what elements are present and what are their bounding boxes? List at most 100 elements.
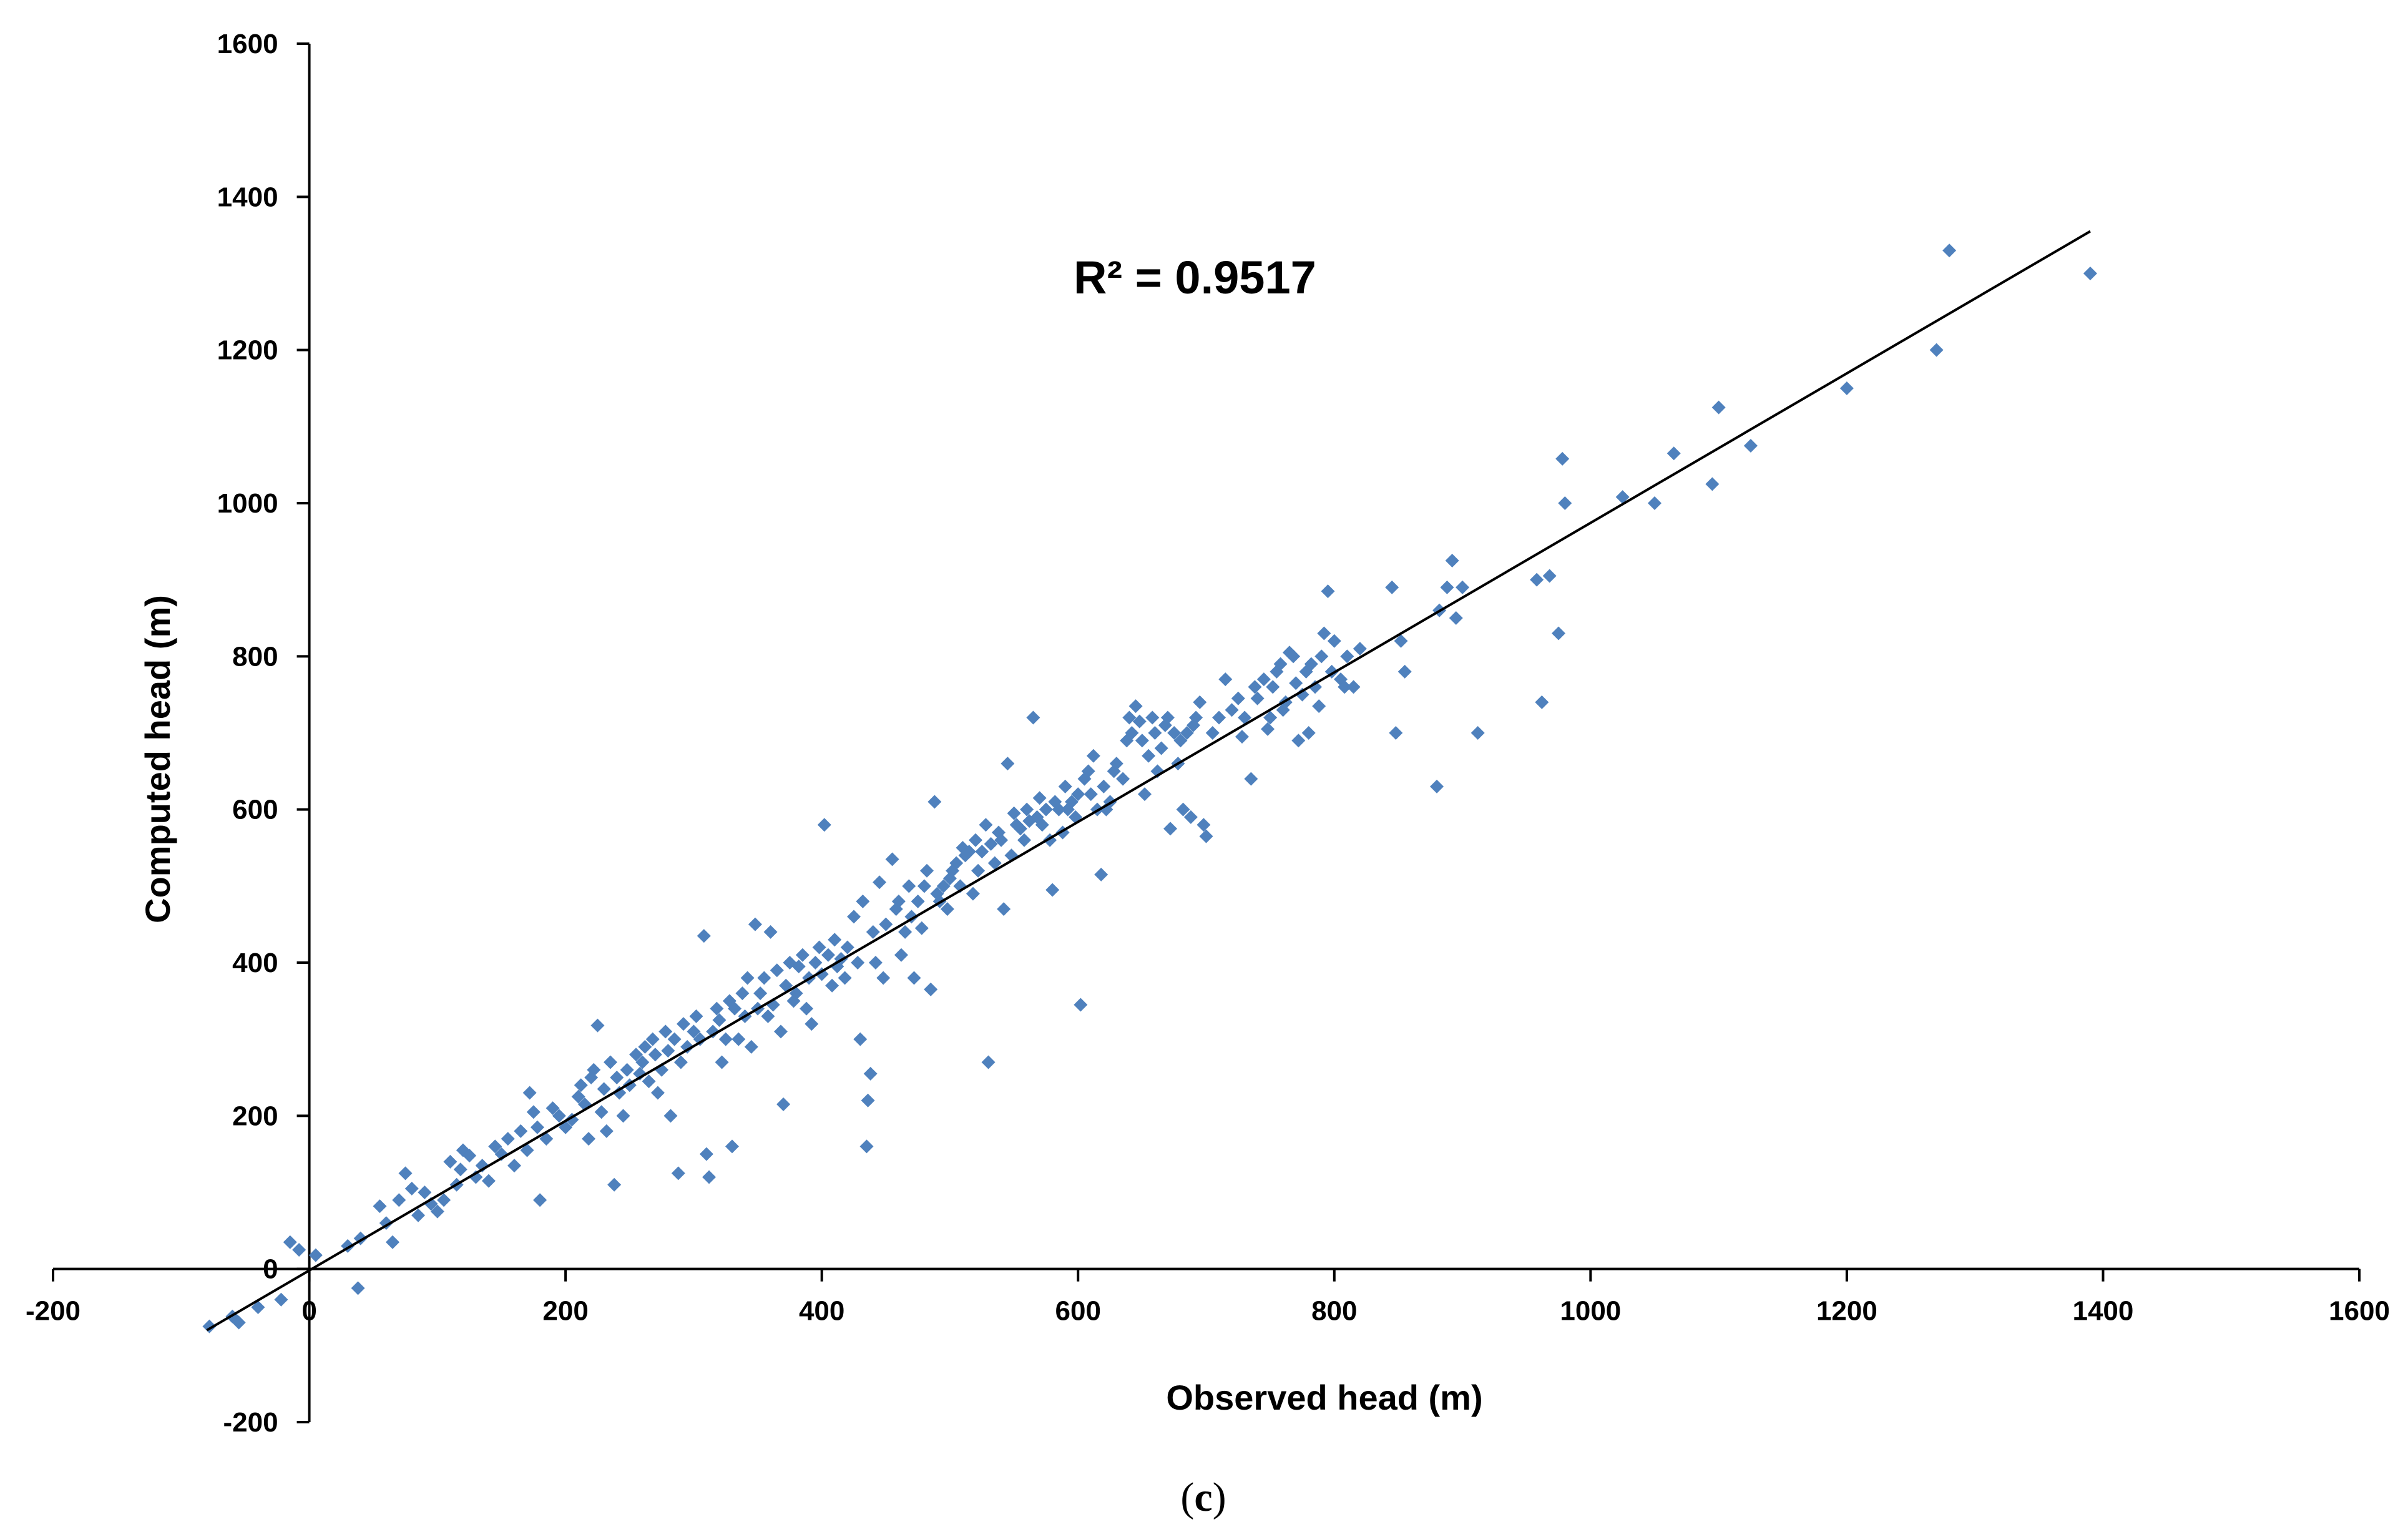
data-point — [1286, 649, 1301, 664]
data-point — [969, 833, 982, 847]
data-point — [1266, 680, 1280, 694]
data-point — [430, 1204, 444, 1219]
y-tick-label: 600 — [232, 795, 278, 825]
data-point — [1205, 726, 1220, 740]
data-point — [1122, 710, 1137, 725]
data-point — [1244, 772, 1258, 786]
data-point — [1218, 672, 1233, 687]
x-tick-label: 1400 — [2072, 1296, 2133, 1327]
x-tick-label: 1000 — [1560, 1296, 1621, 1327]
data-point — [1353, 642, 1367, 656]
data-point — [949, 856, 964, 870]
data-point — [1295, 687, 1309, 702]
data-point — [898, 925, 913, 939]
data-point — [825, 978, 839, 993]
data-point — [699, 1147, 713, 1161]
data-point — [840, 940, 854, 955]
y-tick-labels: -200 0 200 400 600 800 1000 1200 1400 1600 — [217, 29, 278, 1438]
data-point — [1449, 611, 1463, 625]
data-point — [1530, 572, 1544, 587]
data-point — [1340, 649, 1354, 664]
data-point — [463, 1149, 477, 1163]
data-point — [610, 1071, 624, 1084]
data-point — [718, 1032, 733, 1046]
data-point — [689, 1009, 703, 1023]
data-point — [1180, 726, 1194, 740]
data-point — [1084, 787, 1098, 802]
data-point — [1235, 730, 1249, 744]
data-point — [838, 971, 852, 985]
data-point — [1558, 496, 1572, 510]
data-point — [732, 1032, 746, 1046]
x-tick-label: 600 — [1055, 1296, 1101, 1327]
data-point — [507, 1159, 521, 1173]
trendline-group — [206, 230, 2091, 1332]
data-point — [638, 1039, 652, 1054]
data-point — [879, 917, 893, 931]
data-point — [1163, 822, 1178, 836]
data-point — [552, 1109, 566, 1123]
data-point — [202, 1319, 217, 1333]
data-point — [351, 1281, 365, 1295]
data-point — [1705, 477, 1720, 491]
data-point — [594, 1105, 609, 1119]
caption-close-paren: ) — [1213, 1475, 1226, 1520]
data-point — [763, 925, 778, 939]
data-point — [1173, 734, 1188, 748]
data-point — [1212, 710, 1226, 725]
data-point — [1045, 883, 1060, 897]
data-point — [1231, 691, 1245, 705]
data-point — [821, 948, 835, 962]
data-point — [481, 1174, 496, 1188]
data-point — [667, 1032, 682, 1046]
data-point — [1142, 749, 1156, 763]
data-point — [795, 948, 810, 962]
data-point — [1389, 726, 1403, 740]
data-point — [1026, 710, 1040, 725]
data-point — [673, 1055, 688, 1069]
data-point — [475, 1159, 489, 1173]
data-point — [984, 837, 998, 851]
data-point — [1321, 584, 1335, 599]
data-point — [392, 1193, 406, 1207]
data-point — [680, 1039, 695, 1054]
data-point — [620, 1063, 634, 1077]
data-point — [1074, 998, 1088, 1012]
data-point — [868, 956, 883, 970]
data-point — [863, 1066, 878, 1081]
data-point — [740, 971, 755, 985]
data-point — [308, 1248, 323, 1262]
data-point — [994, 833, 1009, 847]
data-point — [1289, 676, 1303, 690]
data-point — [1667, 446, 1681, 461]
data-point — [385, 1235, 399, 1249]
data-point — [997, 902, 1011, 916]
trendline — [206, 230, 2091, 1332]
data-point — [1086, 749, 1100, 763]
data-point — [398, 1166, 413, 1181]
data-point — [770, 963, 784, 978]
data-point — [894, 948, 908, 962]
data-point — [1542, 569, 1557, 583]
axes — [53, 44, 2359, 1422]
data-point — [805, 1017, 819, 1031]
data-point — [292, 1243, 306, 1257]
data-point — [876, 971, 891, 985]
data-point — [1291, 734, 1306, 748]
data-point — [1125, 726, 1139, 740]
data-point — [1647, 496, 1662, 510]
data-point — [715, 1055, 729, 1069]
data-point — [706, 1024, 720, 1039]
data-point — [800, 1001, 814, 1016]
data-point — [1007, 806, 1021, 820]
data-point — [520, 1143, 534, 1157]
data-point — [1013, 822, 1027, 836]
data-point — [981, 1055, 996, 1069]
data-point — [1193, 695, 1207, 709]
data-point — [1555, 451, 1570, 466]
data-point — [1743, 439, 1758, 453]
data-point — [853, 1032, 868, 1046]
x-tick-label: 1200 — [1816, 1296, 1877, 1327]
